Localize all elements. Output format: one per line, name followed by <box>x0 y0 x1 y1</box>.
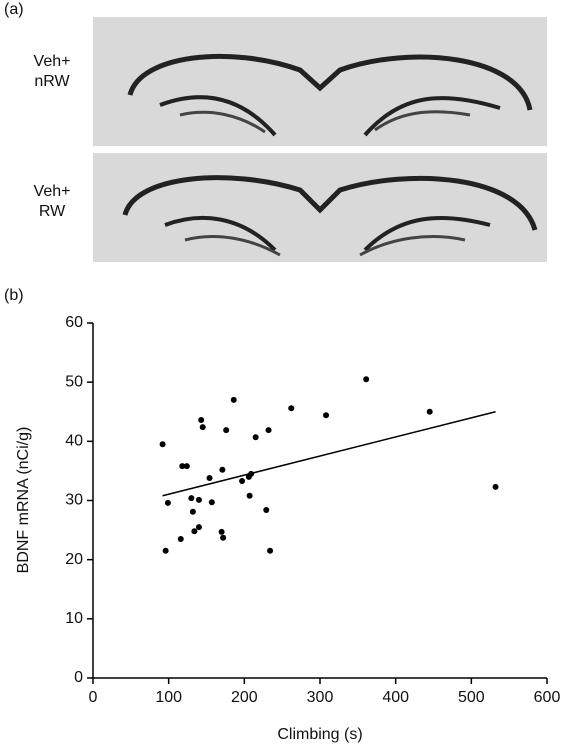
row-label: RW <box>39 203 66 220</box>
row-label: nRW <box>34 73 70 90</box>
scatter-point <box>265 427 272 434</box>
scatter-point <box>426 408 433 415</box>
row-label: Veh+ <box>34 53 71 70</box>
scatter-point <box>195 524 202 531</box>
scatter-point <box>246 492 253 499</box>
y-tick-label: 50 <box>65 373 83 390</box>
scatter-point <box>195 496 202 503</box>
y-tick-label: 30 <box>65 492 83 509</box>
panel-label: (b) <box>4 287 24 304</box>
micrograph <box>93 153 547 262</box>
scatter-point <box>189 508 196 515</box>
scatter-point <box>159 441 166 448</box>
scatter-point <box>220 534 227 541</box>
scatter-point <box>162 547 169 554</box>
scatter-point <box>177 535 184 542</box>
scatter-point <box>230 396 237 403</box>
scatter-point <box>252 434 259 441</box>
scatter-point <box>218 528 225 535</box>
scatter-point <box>208 499 215 506</box>
y-tick-label: 20 <box>65 551 83 568</box>
scatter-point <box>492 483 499 490</box>
scatter-point <box>323 412 330 419</box>
panel-label: (a) <box>4 1 24 18</box>
x-tick-label: 100 <box>155 689 182 706</box>
x-tick-label: 300 <box>307 689 334 706</box>
x-tick-label: 400 <box>382 689 409 706</box>
scatter-point <box>183 463 190 470</box>
scatter-point <box>191 528 198 535</box>
scatter-point <box>288 405 295 412</box>
scatter-point <box>263 506 270 513</box>
x-tick-label: 500 <box>458 689 485 706</box>
row-label: Veh+ <box>34 183 71 200</box>
scatter-point <box>363 376 370 383</box>
scatter-point <box>188 495 195 502</box>
scatter-point <box>198 417 205 424</box>
y-tick-label: 10 <box>65 610 83 627</box>
x-axis-label: Climbing (s) <box>277 726 362 743</box>
micrograph <box>93 17 547 146</box>
scatter-point <box>164 499 171 506</box>
y-tick-label: 60 <box>65 314 83 331</box>
scatter-point <box>206 475 213 482</box>
scatter-point <box>223 427 230 434</box>
x-tick-label: 200 <box>231 689 258 706</box>
y-tick-label: 40 <box>65 433 83 450</box>
scatter-point <box>199 424 206 431</box>
x-tick-label: 0 <box>89 689 98 706</box>
scatter-point <box>179 463 186 470</box>
y-tick-label: 0 <box>74 669 83 686</box>
y-axis-label: BDNF mRNA (nCi/g) <box>15 427 32 574</box>
x-tick-label: 600 <box>534 689 561 706</box>
scatter-point <box>267 547 274 554</box>
scatter-point <box>239 477 246 484</box>
scatter-point <box>219 466 226 473</box>
fit-line <box>162 411 496 497</box>
